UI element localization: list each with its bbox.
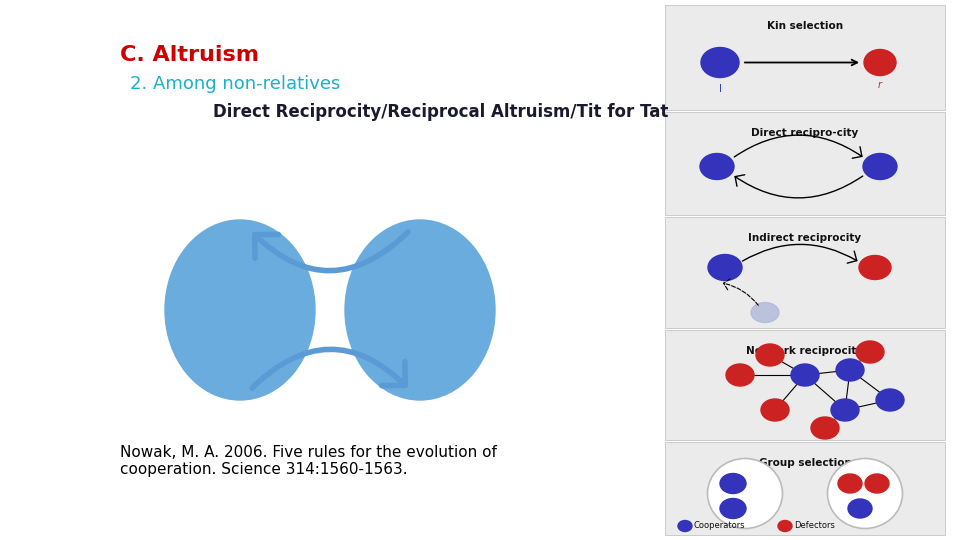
FancyArrowPatch shape	[254, 232, 408, 271]
Ellipse shape	[708, 458, 782, 529]
Ellipse shape	[700, 153, 734, 179]
Ellipse shape	[864, 50, 896, 76]
Ellipse shape	[761, 399, 789, 421]
Ellipse shape	[726, 364, 754, 386]
Text: Group selection: Group selection	[758, 458, 852, 468]
Ellipse shape	[756, 344, 784, 366]
FancyBboxPatch shape	[665, 5, 945, 110]
Ellipse shape	[708, 254, 742, 280]
Text: Direct Reciprocity/Reciprocal Altruism/Tit for Tat: Direct Reciprocity/Reciprocal Altruism/T…	[190, 103, 668, 121]
Text: Cooperators: Cooperators	[694, 522, 746, 530]
Text: Defectors: Defectors	[794, 522, 835, 530]
Text: Kin selection: Kin selection	[767, 21, 843, 31]
FancyArrowPatch shape	[724, 279, 758, 305]
Ellipse shape	[865, 474, 889, 493]
Ellipse shape	[751, 302, 779, 322]
FancyArrowPatch shape	[252, 349, 405, 388]
Ellipse shape	[720, 498, 746, 518]
FancyBboxPatch shape	[665, 330, 945, 440]
Ellipse shape	[876, 389, 904, 411]
FancyArrowPatch shape	[734, 135, 862, 158]
Ellipse shape	[345, 220, 495, 400]
Ellipse shape	[859, 255, 891, 280]
Ellipse shape	[778, 521, 792, 531]
Ellipse shape	[701, 48, 739, 78]
Text: I: I	[719, 84, 721, 94]
Ellipse shape	[863, 153, 897, 179]
Ellipse shape	[678, 521, 692, 531]
Ellipse shape	[836, 359, 864, 381]
FancyArrowPatch shape	[735, 175, 863, 198]
Ellipse shape	[831, 399, 859, 421]
Ellipse shape	[848, 499, 872, 518]
FancyArrowPatch shape	[742, 245, 856, 263]
Ellipse shape	[838, 474, 862, 493]
Text: Indirect reciprocity: Indirect reciprocity	[749, 233, 861, 243]
Text: 2. Among non-relatives: 2. Among non-relatives	[130, 75, 341, 93]
Ellipse shape	[165, 220, 315, 400]
Text: Nowak, M. A. 2006. Five rules for the evolution of
cooperation. Science 314:1560: Nowak, M. A. 2006. Five rules for the ev…	[120, 445, 497, 477]
FancyBboxPatch shape	[665, 442, 945, 535]
Ellipse shape	[856, 341, 884, 363]
Ellipse shape	[828, 458, 902, 529]
Ellipse shape	[811, 417, 839, 439]
FancyBboxPatch shape	[665, 217, 945, 328]
Text: Direct recipro-city: Direct recipro-city	[752, 128, 858, 138]
Text: r: r	[878, 80, 882, 91]
Text: Network reciprocity: Network reciprocity	[747, 346, 864, 356]
FancyBboxPatch shape	[665, 112, 945, 215]
Ellipse shape	[720, 474, 746, 494]
Text: C. Altruism: C. Altruism	[120, 45, 259, 65]
Ellipse shape	[791, 364, 819, 386]
